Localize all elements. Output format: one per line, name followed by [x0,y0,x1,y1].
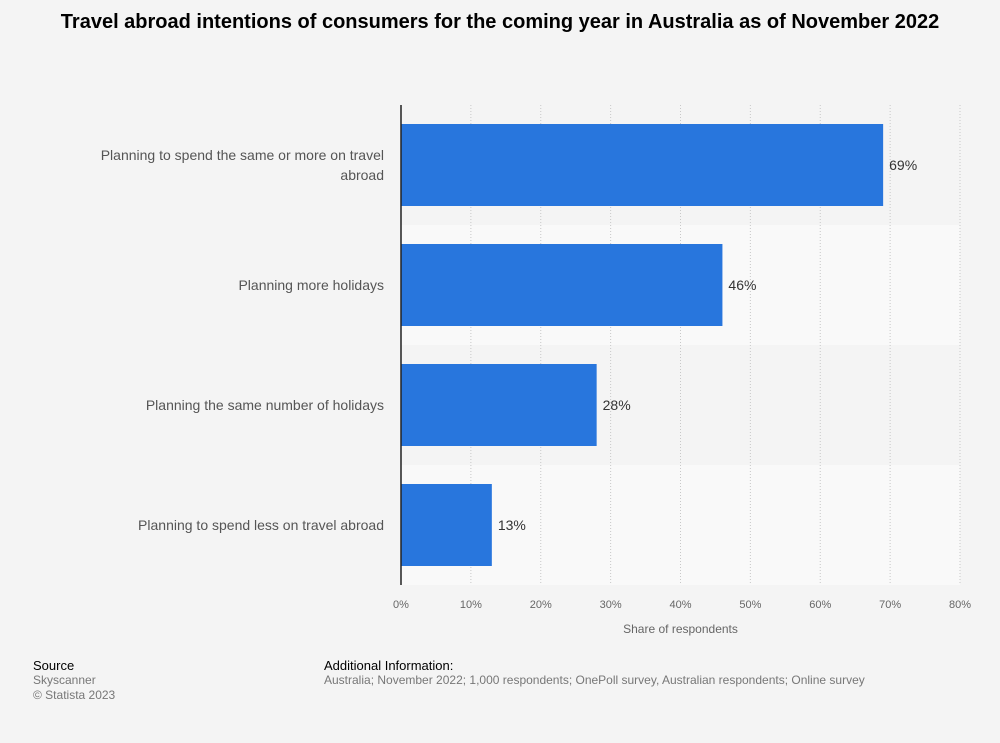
category-label: Planning to spend the same or more on tr… [101,147,384,163]
bar [401,244,723,326]
category-label: abroad [340,167,384,183]
x-tick-label: 80% [949,599,971,611]
source-heading: Source [33,658,75,673]
bar [401,364,597,446]
bar [401,124,884,206]
category-label: Planning to spend less on travel abroad [138,517,384,533]
x-tick-label: 0% [393,599,409,611]
source-block: Source Skyscanner © Statista 2023 [33,658,115,703]
additional-info-text: Australia; November 2022; 1,000 responde… [324,673,865,687]
x-tick-label: 50% [739,599,761,611]
x-tick-label: 20% [530,599,552,611]
additional-info-heading: Additional Information: [324,658,454,673]
value-label: 69% [889,157,917,173]
value-label: 28% [603,397,631,413]
x-tick-label: 10% [460,599,482,611]
copyright: © Statista 2023 [33,688,116,702]
chart-title: Travel abroad intentions of consumers fo… [60,11,940,33]
additional-info-block: Additional Information: Australia; Novem… [324,658,865,688]
x-tick-label: 40% [669,599,691,611]
x-tick-label: 60% [809,599,831,611]
x-axis-label: Share of respondents [623,622,738,636]
category-label: Planning more holidays [238,277,384,293]
bar-chart: 69% Planning to spend the same or more on… [101,105,971,636]
bar [401,484,492,566]
value-label: 13% [498,517,526,533]
x-tick-label: 30% [600,599,622,611]
value-label: 46% [728,277,756,293]
category-label: Planning the same number of holidays [146,397,384,413]
x-tick-label: 70% [879,599,901,611]
source-name: Skyscanner [33,673,96,687]
